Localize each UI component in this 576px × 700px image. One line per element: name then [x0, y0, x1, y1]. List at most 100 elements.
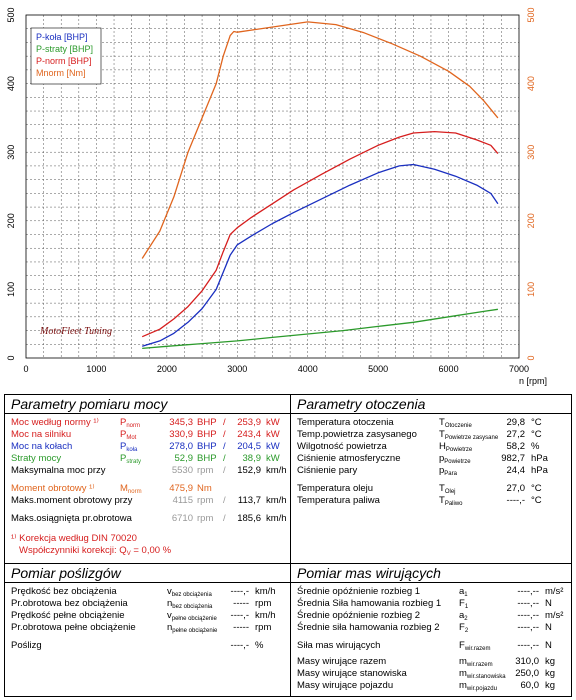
slip-unit: km/h [255, 586, 276, 597]
ambient-row: Temperatura oleju TOlej 27,0 °C [291, 483, 571, 495]
mass-row: Siła mas wirujących Fwir.razem ----,-- N [291, 640, 571, 652]
power-row-label: Straty mocy [11, 453, 62, 464]
power-unit-kw: kW [266, 417, 280, 428]
slip-label: Prędkość pełne obciążenie [11, 610, 125, 621]
ambient-row: Temperatura paliwa TPaliwo ----,- °C [291, 495, 571, 507]
slip-label: Poślizg [11, 640, 42, 651]
ambient-unit: % [531, 441, 540, 452]
mass-symbol: mwir.pojazdu [459, 680, 497, 692]
mass-unit: kg [545, 656, 556, 667]
power-unit-bhp: BHP [197, 429, 217, 440]
slip-row: Poślizg ----,-% [5, 640, 290, 652]
ambient-unit: hPa [531, 453, 548, 464]
ambient-label: Ciśnienie pary [297, 465, 358, 476]
power-row-symbol: Pstraty [120, 453, 142, 465]
power-unit-kw: kW [266, 453, 280, 464]
slip-panel: Pomiar poślizgów Prędkość bez obciążenia… [4, 563, 291, 697]
slip-row: Pr.obrotowa pełne obciążenie npełne obcią… [5, 622, 290, 634]
slip-unit: % [255, 640, 264, 651]
mass-label: Masy wirujące stanowiska [297, 668, 407, 679]
slip-row: Pr.obrotowa bez obciążenia nbez obciążeni… [5, 598, 290, 610]
rpm-unit: rpm [197, 513, 214, 524]
x-tick-label: 1000 [86, 364, 106, 374]
chart-curves [141, 21, 499, 350]
tuning-logo: MotoFleet Tuning [39, 326, 112, 337]
power-row-losses: Straty mocy Pstraty 52,9 BHP / 38,9 kW [5, 453, 290, 465]
slip-row: Prędkość pełne obciążenie vpełne obciążen… [5, 610, 290, 622]
ambient-symbol: pPara [439, 465, 457, 477]
plot-frame [25, 14, 520, 359]
max-rpm-value: 6710 [171, 513, 193, 524]
slip-label: Pr.obrotowa bez obciążenia [11, 598, 128, 609]
dyno-chart: 0 1000 2000 3000 4000 5000 6000 7000 0100200300… [6, 7, 548, 386]
power-row-symbol: PMot [120, 429, 137, 441]
x-axis-ticks: 0 1000 2000 3000 4000 5000 6000 7000 [23, 364, 529, 374]
power-unit-bhp: BHP [197, 453, 217, 464]
mass-symbol: F2 [459, 622, 469, 634]
power-separator: / [223, 429, 226, 440]
ambient-label: Temperatura oleju [297, 483, 374, 494]
power-unit-bhp: BHP [197, 441, 217, 452]
ambient-unit: hPa [531, 465, 548, 476]
mass-symbol: mwir.stanowiska [459, 668, 506, 680]
ambient-symbol: TPaliwo [439, 495, 463, 507]
left-tick-label: 100 [6, 282, 16, 297]
mass-symbol: a2 [459, 610, 468, 622]
power-separator: / [223, 513, 226, 524]
ambient-row: Ciśnienie atmosferyczne pPowietrze 982,7 hP… [291, 453, 571, 465]
slip-value: ----,- [230, 586, 249, 597]
mass-value: 250,0 [515, 668, 539, 679]
right-tick-label: 400 [526, 76, 536, 91]
mass-row: Średnie siła hamowania rozbieg 2 F2 ----,-… [291, 622, 571, 634]
ambient-value: 24,4 [506, 465, 526, 476]
mass-symbol: a1 [459, 586, 468, 598]
ambient-value: 29,8 [506, 417, 526, 428]
chart-legend: P-koła [BHP] P-straty [BHP] P-norm [BHP]… [30, 27, 102, 85]
slip-value: ----- [233, 622, 249, 633]
series-line-0 [142, 163, 499, 347]
slip-symbol: vbez obciążenia [167, 586, 212, 598]
slip-row: Prędkość bez obciążenia vbez obciążenia --… [5, 586, 290, 598]
series-line-2 [141, 130, 499, 338]
power-row-label: Maksymalna moc przy [11, 465, 106, 476]
max-rpm-row: Maks.osiągnięta pr.obrotowa 6710 rpm / 1… [5, 513, 290, 525]
power-value-kw: 243,4 [237, 429, 261, 440]
x-tick-label: 4000 [298, 364, 318, 374]
power-separator: / [223, 495, 226, 506]
slip-value: ----,- [230, 640, 249, 651]
x-tick-label: 2000 [157, 364, 177, 374]
x-tick-label: 5000 [368, 364, 388, 374]
power-value-kw: 38,9 [242, 453, 262, 464]
right-tick-label: 0 [526, 355, 536, 360]
ambient-label: Temperatura otoczenia [297, 417, 394, 428]
right-tick-label: 500 [526, 7, 536, 22]
correction-factor: Współczynniki korekcji: QV = 0,00 % [5, 545, 290, 557]
masses-title: Pomiar mas wirujących [291, 564, 571, 583]
power-row-max-at: Maksymalna moc przy 5530 rpm / 152,9 km/… [5, 465, 290, 477]
ambient-label: Temp.powietrza zasysanego [297, 429, 417, 440]
ambient-unit: °C [531, 495, 542, 506]
max-power-rpm: 5530 [171, 465, 193, 476]
max-torque-speed: 113,7 [237, 495, 261, 506]
ambient-value: 58,2 [506, 441, 526, 452]
power-separator: / [223, 453, 226, 464]
max-rpm-speed: 185,6 [237, 513, 261, 524]
mass-label: Siła mas wirujących [297, 640, 381, 651]
power-row-symbol: Pkoła [120, 441, 138, 453]
power-unit-kw: kW [266, 441, 280, 452]
slip-symbol: vpełne obciążenie [167, 610, 217, 622]
mass-value: 60,0 [520, 680, 540, 691]
slip-unit: rpm [255, 598, 272, 609]
ambient-row: Temp.powietrza zasysanego TPowietrze zasy… [291, 429, 571, 441]
mass-unit: N [545, 622, 552, 633]
ambient-value: 27,2 [506, 429, 526, 440]
power-params-panel: Parametry pomiaru mocy Moc według normy … [4, 394, 291, 564]
mass-row: Masy wirujące stanowiska mwir.stanowiska 2… [291, 668, 571, 680]
right-tick-label: 200 [526, 213, 536, 228]
torque-value: 475,9 [169, 483, 193, 494]
mass-value: ----,-- [517, 610, 539, 621]
mass-value: ----,-- [517, 622, 539, 633]
speed-unit: km/h [266, 513, 287, 524]
ambient-symbol: pPowietrze [439, 453, 471, 465]
left-tick-label: 500 [6, 7, 16, 22]
